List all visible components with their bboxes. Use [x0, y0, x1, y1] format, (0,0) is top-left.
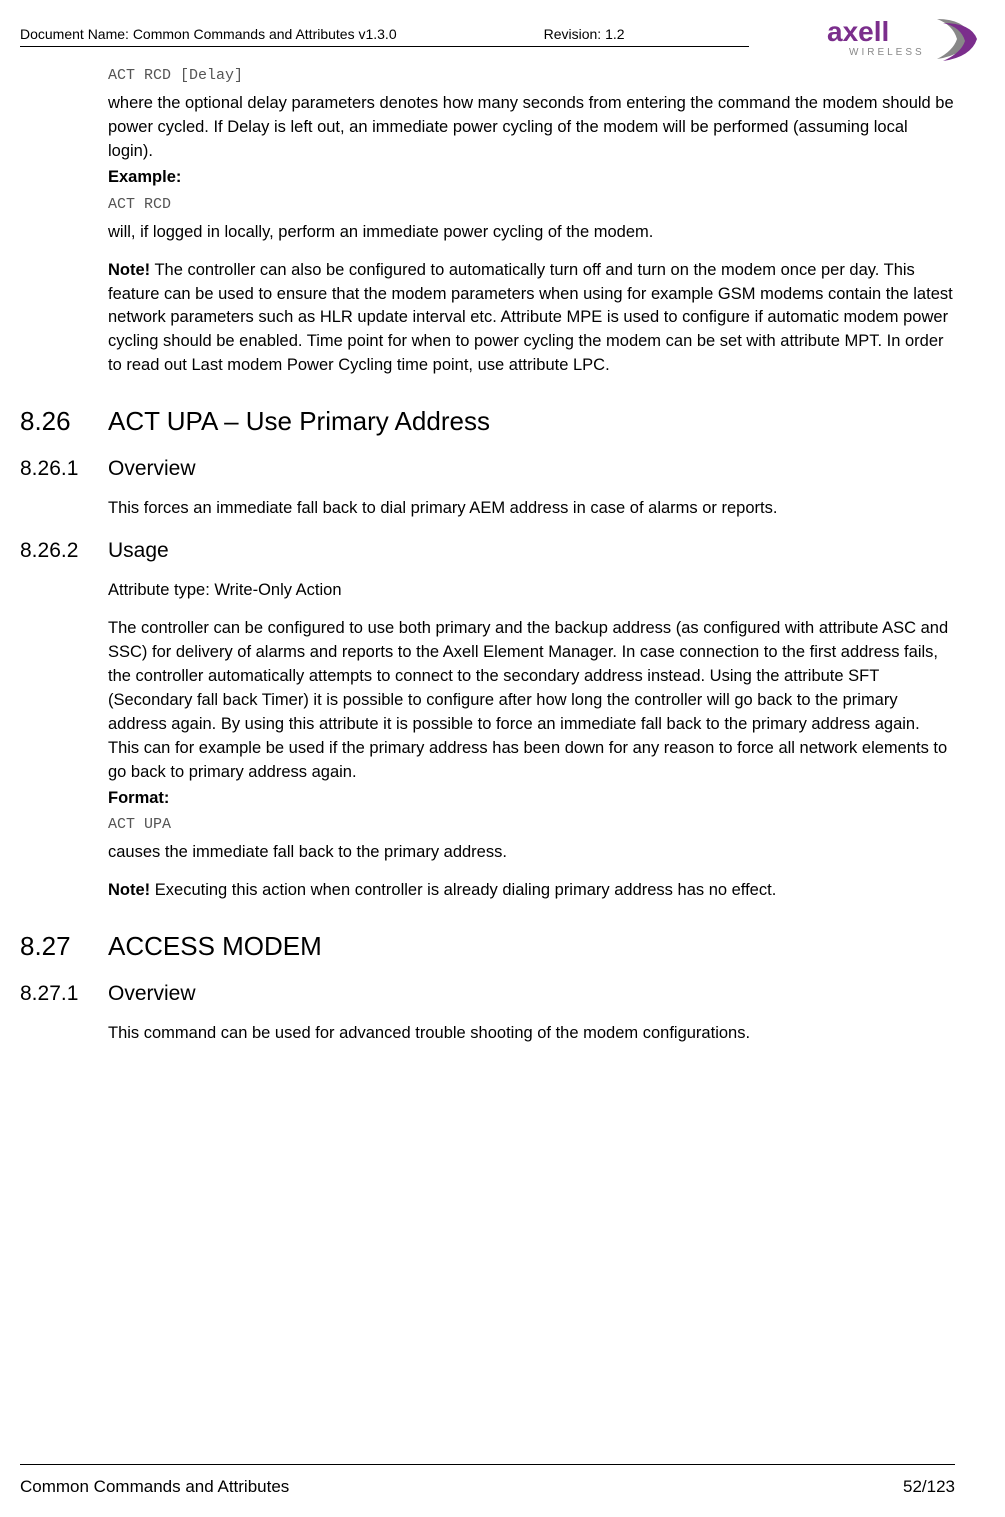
- body-paragraph: The controller can be configured to use …: [108, 617, 955, 784]
- body-paragraph: where the optional delay parameters deno…: [108, 92, 955, 164]
- note-text: Executing this action when controller is…: [150, 881, 776, 899]
- body-paragraph: This forces an immediate fall back to di…: [108, 497, 955, 521]
- note-label: Note!: [108, 881, 150, 899]
- example-label: Example:: [108, 168, 181, 186]
- header-divider: [20, 46, 749, 47]
- heading-number: 8.27: [20, 931, 108, 962]
- heading-title: ACCESS MODEM: [108, 931, 322, 962]
- axell-wireless-logo-icon: axell WIRELESS: [825, 15, 985, 67]
- heading-8-26: 8.26 ACT UPA – Use Primary Address: [20, 406, 955, 437]
- example-command: ACT RCD: [108, 196, 955, 213]
- heading-8-27: 8.27 ACCESS MODEM: [20, 931, 955, 962]
- heading-8-27-1: 8.27.1 Overview: [20, 982, 955, 1006]
- body-paragraph: will, if logged in locally, perform an i…: [108, 221, 955, 245]
- svg-text:axell: axell: [827, 16, 889, 47]
- heading-8-26-2: 8.26.2 Usage: [20, 539, 955, 563]
- heading-title: Overview: [108, 982, 196, 1006]
- heading-title: Usage: [108, 539, 169, 563]
- page-content: ACT RCD [Delay] where the optional delay…: [20, 61, 955, 1464]
- heading-title: ACT UPA – Use Primary Address: [108, 406, 490, 437]
- heading-number: 8.26: [20, 406, 108, 437]
- footer-title: Common Commands and Attributes: [20, 1477, 289, 1497]
- note-paragraph: Note! Executing this action when control…: [108, 879, 955, 903]
- body-paragraph: causes the immediate fall back to the pr…: [108, 841, 955, 865]
- note-text: The controller can also be configured to…: [108, 261, 953, 375]
- brand-logo: axell WIRELESS: [825, 15, 985, 72]
- format-label: Format:: [108, 789, 169, 807]
- doc-name: Document Name: Common Commands and Attri…: [20, 26, 544, 42]
- body-paragraph: This command can be used for advanced tr…: [108, 1022, 955, 1046]
- heading-number: 8.26.1: [20, 457, 108, 481]
- heading-title: Overview: [108, 457, 196, 481]
- heading-number: 8.27.1: [20, 982, 108, 1006]
- page-header: Document Name: Common Commands and Attri…: [20, 20, 955, 46]
- revision: Revision: 1.2: [544, 26, 625, 42]
- attribute-type: Attribute type: Write-Only Action: [108, 579, 955, 603]
- heading-number: 8.26.2: [20, 539, 108, 563]
- heading-8-26-1: 8.26.1 Overview: [20, 457, 955, 481]
- note-label: Note!: [108, 261, 150, 279]
- note-paragraph: Note! The controller can also be configu…: [108, 259, 955, 379]
- page-number: 52/123: [903, 1477, 955, 1497]
- svg-text:WIRELESS: WIRELESS: [849, 47, 925, 58]
- format-command: ACT UPA: [108, 816, 955, 833]
- page-footer: Common Commands and Attributes 52/123: [20, 1464, 955, 1497]
